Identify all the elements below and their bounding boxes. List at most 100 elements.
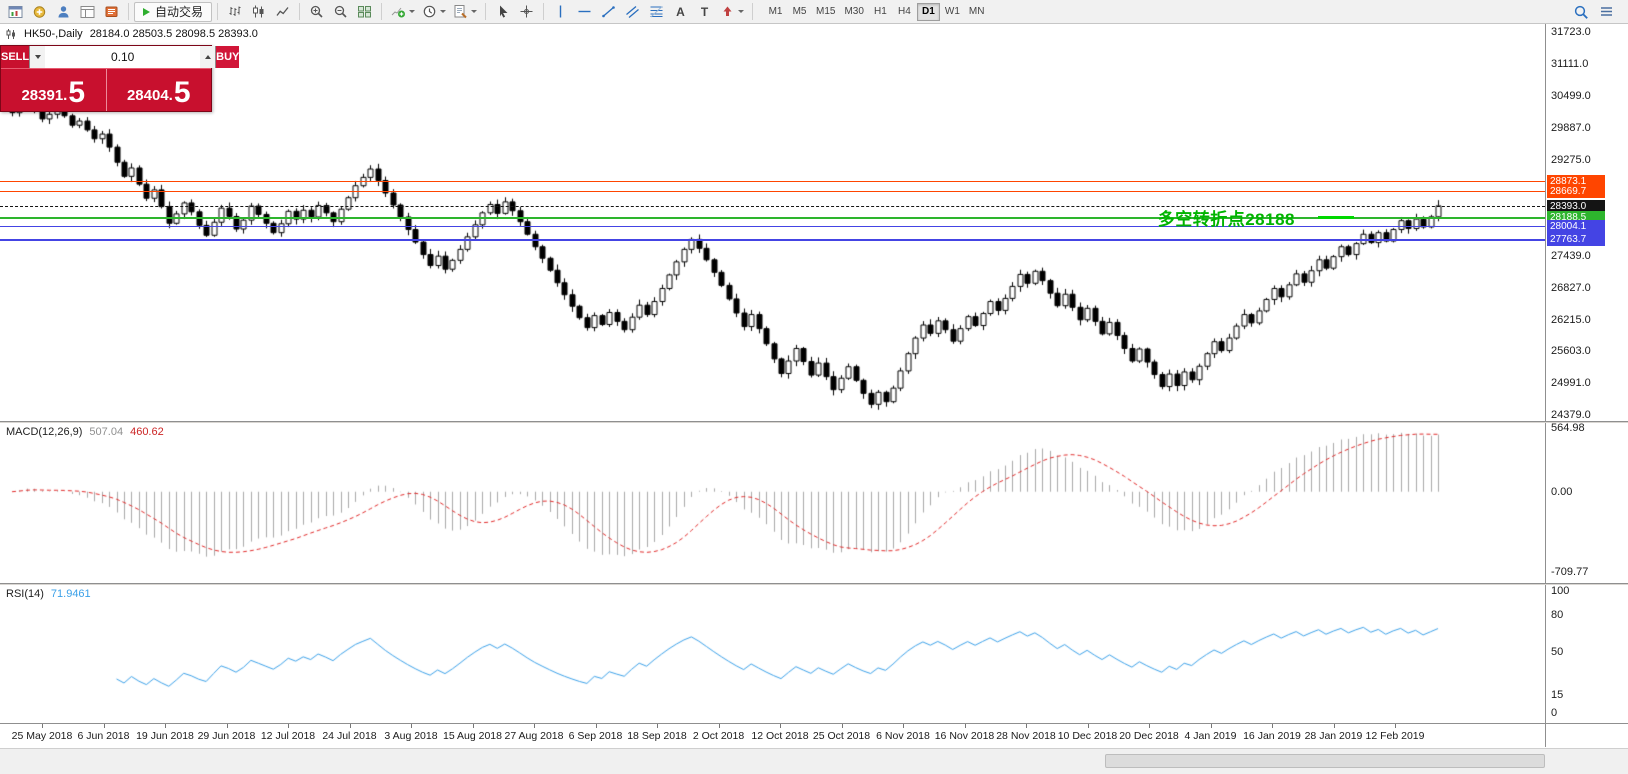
timeframe-button-m15[interactable]: M15	[812, 3, 839, 21]
time-axis[interactable]: 25 May 2018 6 Jun 2018 19 Jun 2018 29 Jun 2…	[0, 724, 1545, 747]
price-chart-pane[interactable]: 多空转折点28188 HK50-,Daily 28184.0 28503.5 2…	[0, 24, 1545, 421]
periods-icon[interactable]	[419, 2, 449, 22]
market-watch-icon[interactable]	[4, 2, 27, 22]
rsi-pane[interactable]: RSI(14) 71.9461	[0, 585, 1545, 723]
volume-increase-button[interactable]	[200, 46, 216, 68]
timeframe-button-h4[interactable]: H4	[893, 3, 916, 21]
price-level-line-28004.1[interactable]	[0, 226, 1545, 227]
timeframe-button-m30[interactable]: M30	[840, 3, 867, 21]
timeframe-button-h1[interactable]: H1	[869, 3, 892, 21]
pane-separator[interactable]	[0, 421, 1628, 423]
bar-chart-icon[interactable]	[223, 2, 246, 22]
macd-main-value: 507.04	[89, 426, 124, 438]
volume-control	[29, 46, 217, 68]
timeframe-button-mn[interactable]: MN	[965, 3, 989, 21]
time-axis-tick	[227, 724, 228, 728]
price-level-line-28393.0[interactable]	[0, 206, 1545, 207]
rsi-canvas[interactable]	[0, 585, 1545, 723]
text-tool-icon[interactable]: A	[669, 2, 692, 22]
timeframe-button-w1[interactable]: W1	[941, 3, 964, 21]
price-axis-label: 26215.0	[1551, 313, 1591, 326]
horizontal-scrollbar[interactable]	[0, 748, 1628, 774]
data-window-icon[interactable]	[76, 2, 99, 22]
price-level-line-27763.7[interactable]	[0, 239, 1545, 241]
date-axis-label: 6 Nov 2018	[876, 730, 930, 742]
time-axis-tick	[42, 724, 43, 728]
rsi-axis-label: 80	[1551, 609, 1564, 622]
buy-button[interactable]: BUY	[216, 46, 240, 68]
macd-name: MACD(12,26,9)	[6, 426, 83, 438]
vertical-line-tool-icon[interactable]	[549, 2, 572, 22]
timeframe-button-m5[interactable]: M5	[788, 3, 811, 21]
time-axis-tick	[1088, 724, 1089, 728]
sell-price-big: 5	[68, 76, 86, 109]
autotrading-button[interactable]: 自动交易	[134, 1, 213, 22]
symbol-title: HK50-,Daily	[24, 28, 83, 40]
crosshair-icon[interactable]	[515, 2, 538, 22]
channel-tool-icon[interactable]	[621, 2, 644, 22]
price-level-line-28873.1[interactable]	[0, 181, 1545, 182]
macd-canvas[interactable]	[0, 423, 1545, 583]
trade-panel-top-row: SELL BUY	[1, 46, 240, 68]
buy-price-big: 5	[173, 76, 191, 109]
price-axis-label: 24379.0	[1551, 409, 1591, 422]
arrows-tool-icon[interactable]	[717, 2, 747, 22]
sell-button[interactable]: SELL	[1, 46, 30, 68]
scrollbar-thumb[interactable]	[1105, 754, 1545, 768]
add-indicator-icon[interactable]	[387, 2, 418, 22]
templates-icon[interactable]	[450, 2, 480, 22]
volume-input[interactable]	[45, 46, 201, 68]
time-axis-tick	[1026, 724, 1027, 728]
timeframe-button-m1[interactable]: M1	[764, 3, 787, 21]
search-icon[interactable]	[1569, 2, 1592, 22]
autotrading-label: 自动交易	[155, 5, 204, 19]
trend-segment[interactable]	[1318, 216, 1354, 219]
time-axis-tick	[1272, 724, 1273, 728]
date-axis-label: 28 Jan 2019	[1304, 730, 1363, 742]
toolbar-separator	[128, 3, 129, 20]
pane-separator[interactable]	[0, 583, 1628, 585]
toolbar-separator	[485, 3, 487, 20]
date-axis-label: 29 Jun 2018	[197, 730, 256, 742]
fibonacci-tool-icon[interactable]	[645, 2, 668, 22]
price-axis-label: 29275.0	[1551, 153, 1591, 166]
time-axis-tick	[288, 724, 289, 728]
date-axis-label: 6 Jun 2018	[77, 730, 130, 742]
zoom-in-icon[interactable]	[305, 2, 328, 22]
trendline-tool-icon[interactable]	[597, 2, 620, 22]
volume-decrease-button[interactable]	[30, 46, 46, 68]
sell-price-display[interactable]: 28391. 5	[1, 69, 106, 111]
macd-axis-label: 0.00	[1551, 485, 1573, 498]
label-tool-letter: T	[700, 4, 709, 19]
new-order-icon[interactable]	[28, 2, 51, 22]
buy-price-display[interactable]: 28404. 5	[107, 69, 212, 111]
price-level-line-28669.7[interactable]	[0, 191, 1545, 192]
time-axis-tick	[1149, 724, 1150, 728]
dropdown-arrow-icon	[440, 10, 447, 13]
navigator-icon[interactable]	[52, 2, 75, 22]
date-axis-label: 27 Aug 2018	[504, 730, 564, 742]
date-axis-label: 28 Nov 2018	[996, 730, 1056, 742]
rsi-axis-label: 15	[1551, 688, 1564, 701]
horizontal-line-tool-icon[interactable]	[573, 2, 596, 22]
timeframe-button-d1[interactable]: D1	[916, 2, 940, 21]
macd-label: MACD(12,26,9) 507.04 460.62	[6, 426, 164, 438]
label-tool-icon[interactable]: T	[693, 2, 716, 22]
price-tag-28669.7: 28669.7	[1547, 185, 1605, 199]
macd-pane[interactable]: MACD(12,26,9) 507.04 460.62	[0, 423, 1545, 583]
toolbar-separator	[217, 3, 219, 20]
dropdown-arrow-icon	[409, 10, 416, 13]
turning-point-annotation[interactable]: 多空转折点28188	[1157, 210, 1295, 229]
cursor-icon[interactable]	[491, 2, 514, 22]
candlestick-canvas[interactable]	[0, 24, 1545, 421]
tile-windows-icon[interactable]	[353, 2, 376, 22]
price-axis[interactable]: 28873.1 28669.7 28393.0 28188.5 28004.1 27763…	[1545, 24, 1628, 747]
terminal-icon[interactable]	[100, 2, 123, 22]
price-level-line-28188.5[interactable]	[0, 217, 1545, 219]
time-axis-tick	[842, 724, 843, 728]
menu-icon[interactable]	[1595, 2, 1618, 22]
line-chart-icon[interactable]	[271, 2, 294, 22]
candlestick-chart-icon[interactable]	[247, 2, 270, 22]
dropdown-arrow-icon	[738, 10, 745, 13]
zoom-out-icon[interactable]	[329, 2, 352, 22]
